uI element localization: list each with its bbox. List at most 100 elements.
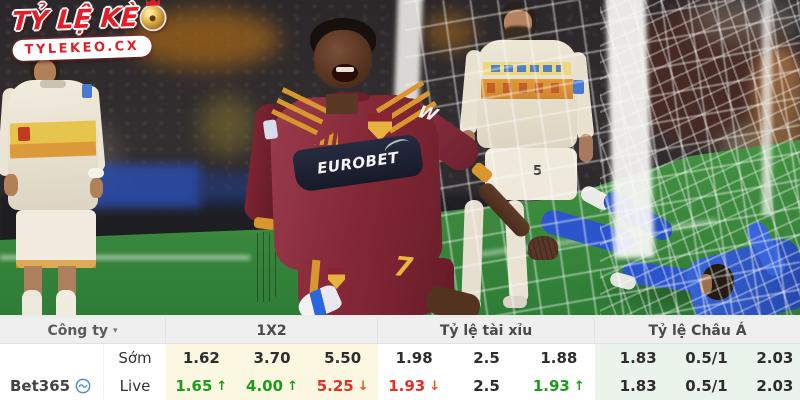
light-blob [690,0,800,44]
column-header-asian-handicap: Tỷ lệ Châu Á [648,322,747,339]
odds-value: 4.00 [246,377,284,395]
odds-value: 2.5 [473,349,500,367]
trend-arrow-icon: ↓ [429,378,441,394]
odds-cell[interactable]: 3.70 [237,344,308,372]
shirt-stripe-orange [9,141,97,159]
goalkeeper-fallen [538,183,800,318]
player-hand [252,232,276,302]
odds-value: 1.83 [619,377,657,395]
caret-down-icon: ▾ [113,325,118,336]
zone-1x2: 1.62 3.70 5.50 [166,344,378,372]
player-hand [528,236,558,260]
player-sock [22,290,42,318]
bookmaker-cell[interactable]: Bet365 [0,372,104,400]
player-leg [24,266,42,294]
odds-table-header: Công ty ▾ 1X2 Tỷ lệ tài xỉu Tỷ lệ Châu Á [0,318,800,344]
odds-cell[interactable]: 1.65 ↑ [166,372,237,400]
player-leg [423,283,483,318]
photo-table-divider [0,315,800,318]
odds-cell[interactable]: 1.62 [166,344,237,372]
odds-value: 1.93 [532,377,570,395]
odds-cell[interactable]: 1.88 [523,344,595,372]
zone-over-under: 1.93 ↓ 2.5 1.93 ↑ [378,372,595,400]
player-leg [58,266,76,294]
company-header-label: Công ty [47,322,109,339]
shorts-number: 5 [533,164,542,179]
odds-cell[interactable]: 0.5/1 [663,344,731,372]
brand-logo[interactable]: TỶ LỆ KÈ TYLEKEO.CX [10,1,198,62]
trend-arrow-icon: ↑ [573,378,585,394]
goalkeeper-face [700,274,712,294]
goal-line [0,255,250,260]
odds-value: 0.5/1 [685,377,728,395]
player-shoe [503,296,527,308]
row-label-live: Live [119,377,151,395]
wave-circle-icon [75,378,91,394]
blue-ad-board [86,164,201,208]
zone-asian-handicap: 1.83 0.5/1 2.03 [595,344,800,372]
player-forearm [475,180,534,240]
odds-value: 5.25 [316,377,354,395]
player-beard [503,26,533,42]
brand-title-text: TỶ LỆ KÈ [10,2,140,38]
sleeve-cuff [470,161,494,184]
player-forearm [579,134,593,162]
opponent-player-center: 5 [455,0,605,312]
odds-cell[interactable]: 1.93 ↑ [523,372,595,400]
banner-blob [425,12,475,52]
odds-row-early[interactable]: Sớm 1.62 3.70 5.50 1.98 2.5 1.88 1.83 0.… [0,344,800,372]
bookmaker-name: Bet365 [10,377,71,395]
league-patch [262,119,279,140]
odds-value: 5.50 [324,349,362,367]
shirt-stripe-yellow [483,62,571,75]
odds-cell[interactable]: 5.50 [307,344,378,372]
odds-value: 2.5 [473,377,500,395]
odds-cell[interactable]: 1.83 [595,344,663,372]
odds-row-live[interactable]: Bet365 Live 1.65 ↑ 4.00 ↑ 5.25 ↓ 1.93 ↓ 2.5 … [0,372,800,400]
odds-cell[interactable]: 1.93 ↓ [378,372,450,400]
golden-ball-icon [141,5,165,30]
odds-cell[interactable]: 4.00 ↑ [237,372,308,400]
zone-over-under: 1.98 2.5 1.88 [378,344,595,372]
shorts-hem [16,260,96,268]
roma-player-celebrating: W EUROBET 7 [210,8,570,318]
opponent-player-left [0,36,112,318]
column-header-1x2: 1X2 [166,318,378,343]
shirt-collar [40,80,66,88]
trend-arrow-icon: ↑ [216,378,228,394]
odds-cell[interactable]: 2.03 [732,344,800,372]
match-photo: 5 [0,0,800,318]
odds-cell[interactable]: 1.83 [595,372,663,400]
player-neck [326,94,358,114]
odds-value: 1.65 [175,377,213,395]
sleeve-patch [573,80,584,94]
sleeve-patch [82,84,92,98]
odds-cell[interactable]: 2.5 [450,344,522,372]
odds-cell[interactable]: 2.5 [450,372,522,400]
odds-cell[interactable]: 2.03 [732,372,800,400]
odds-value: 0.5/1 [685,349,728,367]
odds-value: 2.03 [756,349,794,367]
column-header-company[interactable]: Công ty ▾ [0,318,166,343]
odds-value: 1.88 [540,349,578,367]
odds-cell[interactable]: 0.5/1 [663,372,731,400]
crowd-blob [200,95,255,155]
bookmaker-cell-empty [0,344,104,372]
trend-arrow-icon: ↑ [287,378,298,394]
odds-value: 1.98 [395,349,433,367]
shorts-number: 7 [392,251,415,284]
odds-cell[interactable]: 1.98 [378,344,450,372]
odds-value: 1.93 [388,377,426,395]
odds-table: Công ty ▾ 1X2 Tỷ lệ tài xỉu Tỷ lệ Châu Á… [0,318,800,400]
trend-arrow-icon: ↓ [357,378,369,394]
player-face [34,60,56,84]
zone-asian-handicap: 1.83 0.5/1 2.03 [595,372,800,400]
odds-cell[interactable]: 5.25 ↓ [307,372,378,400]
shirt-stripe-orange [481,79,573,99]
shorts-crest [328,268,345,289]
player-shorts [16,210,96,268]
wristband [88,168,104,178]
zone-1x2: 1.65 ↑ 4.00 ↑ 5.25 ↓ [166,372,378,400]
odds-value: 3.70 [253,349,291,367]
